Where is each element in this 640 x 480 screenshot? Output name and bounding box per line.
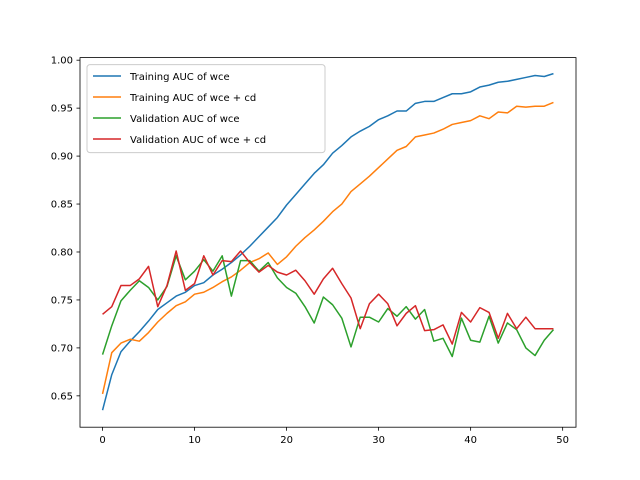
x-tick-label: 20 [280,435,293,446]
legend-label: Training AUC of wce + cd [129,93,256,104]
legend-box [86,64,326,154]
y-tick-label: 0.90 [51,152,73,163]
x-tick-label: 10 [188,435,201,446]
x-tick-label: 50 [556,435,569,446]
y-tick-label: 0.70 [51,343,73,354]
y-axis: 0.65 0.70 0.75 0.80 0.85 0.90 0.95 1.00 [51,56,80,402]
legend-entry: Validation AUC of wce [93,114,240,125]
legend-label: Validation AUC of wce [130,114,240,125]
y-tick-label: 0.95 [51,104,73,115]
y-tick-label: 0.75 [51,295,73,306]
x-tick-label: 30 [372,435,385,446]
y-tick-label: 0.80 [51,247,73,258]
legend-entry: Training AUC of wce [93,72,230,83]
y-tick-label: 1.00 [51,56,73,67]
axes-frame [79,57,577,428]
x-tick-label: 0 [99,435,105,446]
series-line [101,72,554,411]
legend-label: Training AUC of wce [129,72,230,83]
series-line [102,250,554,345]
legend-label: Validation AUC of wce + cd [130,135,266,146]
x-axis: 0 10 20 30 40 50 [99,427,569,446]
x-tick-label: 40 [464,435,477,446]
series-line [101,101,554,395]
series-lines [101,72,555,411]
legend-entry: Training AUC of wce + cd [93,93,256,104]
y-tick-label: 0.65 [51,391,73,402]
legend-entry: Validation AUC of wce + cd [93,135,266,146]
legend: Training AUC of wce Training AUC of wce … [86,64,326,154]
y-tick-label: 0.85 [51,200,73,211]
